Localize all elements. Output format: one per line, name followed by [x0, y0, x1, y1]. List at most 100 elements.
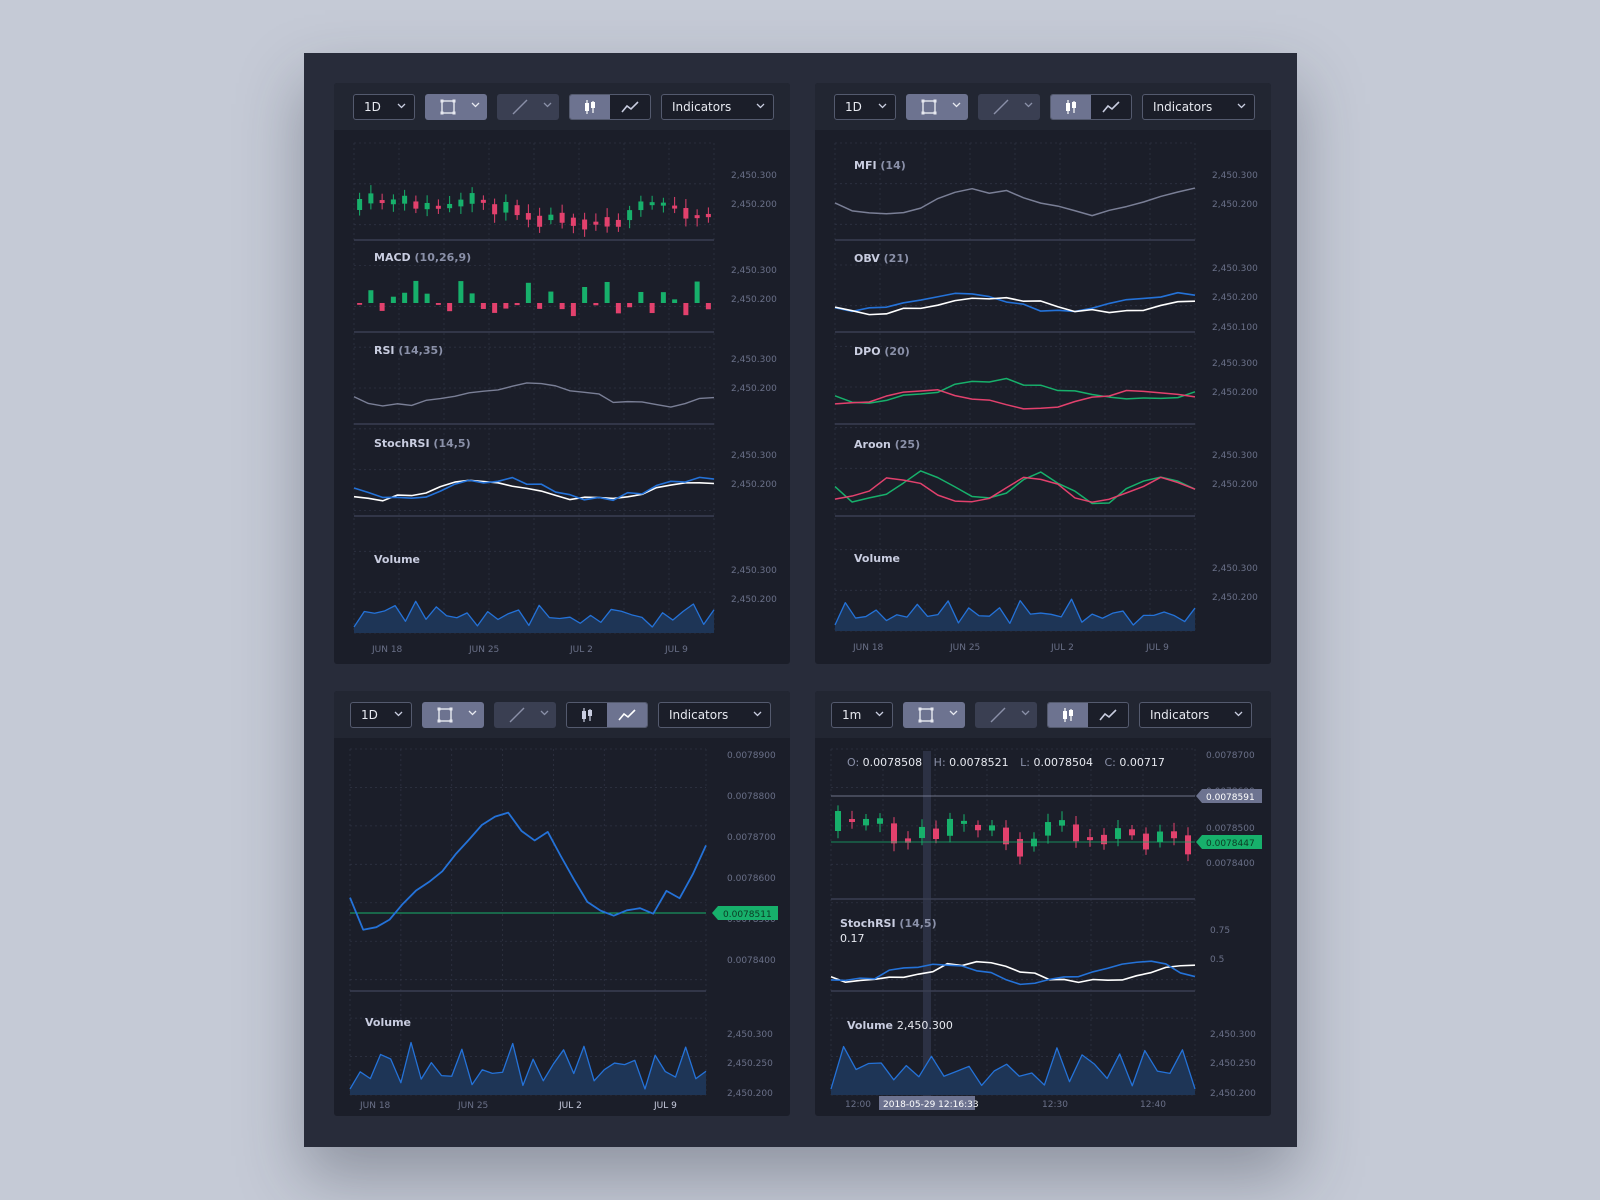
price-tick: 0.0078400 [1206, 859, 1255, 869]
chevron-down-icon [878, 103, 887, 109]
chart-panel-4: 1m Indicators [815, 691, 1271, 1116]
candles-mode-button[interactable] [567, 703, 607, 727]
chevron-down-icon [952, 102, 961, 108]
macd-label: MACD (10,26,9) [374, 251, 471, 264]
macd-bar [627, 303, 633, 308]
chevron-down-icon [471, 102, 480, 108]
indicators-select[interactable]: Indicators [658, 702, 771, 728]
macd-bar [548, 291, 554, 303]
line-mode-button[interactable] [610, 95, 650, 119]
volume-area [350, 1042, 706, 1095]
chart-toolbar: 1D Indicators [334, 83, 790, 130]
trend-line-icon [993, 99, 1009, 115]
volume-tick: 2,450.200 [731, 595, 777, 605]
interval-select[interactable]: 1m [831, 702, 893, 728]
macd-bar [615, 303, 621, 314]
shape-tool-button[interactable] [906, 94, 968, 120]
candles-mode-button[interactable] [570, 95, 610, 119]
price-candle [1101, 834, 1107, 845]
obv-tick: 2,450.200 [1212, 293, 1258, 303]
dpo-tick: 2,450.300 [1212, 359, 1258, 369]
price-candle [705, 213, 711, 218]
volume-line [349, 1041, 707, 1090]
candlestick-icon [1066, 100, 1076, 114]
date-tick: JUL 9 [664, 645, 688, 655]
indicators-select[interactable]: Indicators [661, 94, 774, 120]
chevron-down-icon [1024, 102, 1033, 108]
macd-bar [424, 293, 430, 303]
candles-mode-button[interactable] [1051, 95, 1091, 119]
price-candle [1157, 831, 1163, 843]
interval-select[interactable]: 1D [353, 94, 415, 120]
volume-tick: 2,450.200 [727, 1089, 773, 1099]
macd-bar [672, 299, 678, 303]
volume-label: Volume [365, 1016, 411, 1029]
line-mode-button[interactable] [607, 703, 647, 727]
chart-toolbar: 1D Indicators [815, 83, 1271, 130]
aroon-down-line [834, 476, 1196, 503]
price-candle [835, 811, 841, 831]
macd-bar [559, 303, 565, 310]
macd-bar [458, 281, 464, 303]
date-tick: JUL 2 [558, 1101, 582, 1111]
price-candle [1143, 833, 1149, 850]
interval-select[interactable]: 1D [350, 702, 412, 728]
indicators-label: Indicators [1153, 100, 1213, 114]
chart-type-toggle[interactable] [569, 94, 651, 120]
stochrsi-label: StochRSI (14,5) [840, 917, 937, 930]
price-candle [480, 199, 486, 203]
price-candle [989, 825, 995, 831]
shape-tool-button[interactable] [425, 94, 487, 120]
dashboard-frame: 1D Indicators [304, 53, 1297, 1147]
aroon-tick: 2,450.300 [1212, 451, 1258, 461]
shape-tool-button[interactable] [903, 702, 965, 728]
mfi-tick: 2,450.300 [1212, 171, 1258, 181]
stochrsi-d-line [830, 960, 1196, 986]
line-mode-button[interactable] [1091, 95, 1131, 119]
chart-area[interactable]: MFI (14) OBV (21) DPO (20) Aroon (25) Vo… [815, 83, 1271, 664]
high-price-marker-arrow [1196, 789, 1202, 803]
price-candle [638, 201, 644, 211]
stochrsi-k-line [353, 479, 715, 502]
high-price-marker [1202, 789, 1262, 803]
dpo-line-1 [834, 377, 1196, 404]
macd-bar [379, 303, 385, 311]
line-tool-button[interactable] [494, 702, 556, 728]
price-candle [413, 201, 419, 209]
line-tool-button[interactable] [975, 702, 1037, 728]
line-tool-button[interactable] [978, 94, 1040, 120]
shape-tool-button[interactable] [422, 702, 484, 728]
chart-toolbar: 1D Indicators [334, 691, 790, 738]
price-candle [593, 221, 599, 225]
candles-mode-button[interactable] [1048, 703, 1088, 727]
chart-type-toggle[interactable] [1047, 702, 1129, 728]
dpo-tick: 2,450.200 [1212, 388, 1258, 398]
mfi-line [834, 187, 1196, 217]
line-mode-button[interactable] [1088, 703, 1128, 727]
chart-area[interactable]: Volume 0.0078900 0.0078800 0.0078700 0.0… [334, 691, 790, 1116]
stochrsi-k-line [830, 960, 1196, 984]
macd-bar [503, 303, 509, 309]
price-candle [1017, 838, 1023, 857]
chart-area[interactable]: O: 0.0078508 H: 0.0078521 L: 0.0078504 C… [815, 691, 1271, 1116]
price-candle [905, 838, 911, 843]
indicators-select[interactable]: Indicators [1142, 94, 1255, 120]
line-tool-button[interactable] [497, 94, 559, 120]
chevron-down-icon [1237, 103, 1246, 109]
volume-label: Volume [374, 553, 420, 566]
chart-type-toggle[interactable] [566, 702, 648, 728]
line-chart-icon [1102, 101, 1120, 113]
chart-type-toggle[interactable] [1050, 94, 1132, 120]
date-tick: JUL 2 [1050, 643, 1074, 653]
price-candle [849, 819, 855, 823]
interval-select[interactable]: 1D [834, 94, 896, 120]
indicators-select[interactable]: Indicators [1139, 702, 1252, 728]
chart-panel-1: 1D Indicators [334, 83, 790, 664]
macd-bar [582, 287, 588, 303]
chart-area[interactable]: MACD (10,26,9) RSI (14,35) StochRSI (14,… [334, 83, 790, 664]
rsi-tick: 2,450.200 [731, 384, 777, 394]
price-candle [660, 202, 666, 206]
macd-bar [447, 303, 453, 312]
rectangle-icon [437, 707, 453, 723]
price-candle [615, 219, 621, 227]
